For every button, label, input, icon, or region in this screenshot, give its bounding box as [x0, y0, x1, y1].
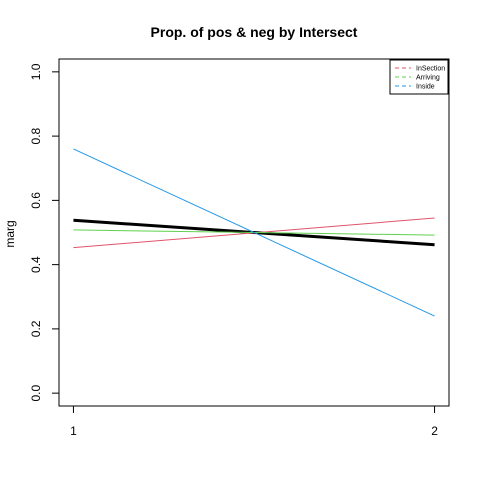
- legend-box: [389, 59, 449, 95]
- y-axis-label: marg: [3, 220, 17, 247]
- chart-title: Prop. of pos & neg by Intersect: [151, 24, 358, 40]
- x-tick-label: 2: [431, 424, 438, 438]
- y-axis: 0.0 0.2 0.4 0.6 0.8 1.0: [29, 63, 59, 401]
- y-tick-label: 0.4: [29, 256, 43, 273]
- legend-label: InSection: [416, 66, 445, 73]
- legend: InSection Arriving Inside: [389, 59, 449, 95]
- y-tick-label: 0.2: [29, 320, 43, 337]
- y-tick-label: 0.6: [29, 192, 43, 209]
- x-tick-label: 1: [70, 424, 77, 438]
- y-tick-label: 0.8: [29, 127, 43, 144]
- y-tick-label: 0.0: [29, 384, 43, 401]
- series-layer: [73, 148, 435, 317]
- legend-label: Inside: [416, 84, 435, 91]
- plot-area-frame: [58, 58, 450, 407]
- legend-label: Arriving: [416, 75, 440, 82]
- series-line-inside: [73, 148, 435, 317]
- y-tick-label: 1.0: [29, 63, 43, 80]
